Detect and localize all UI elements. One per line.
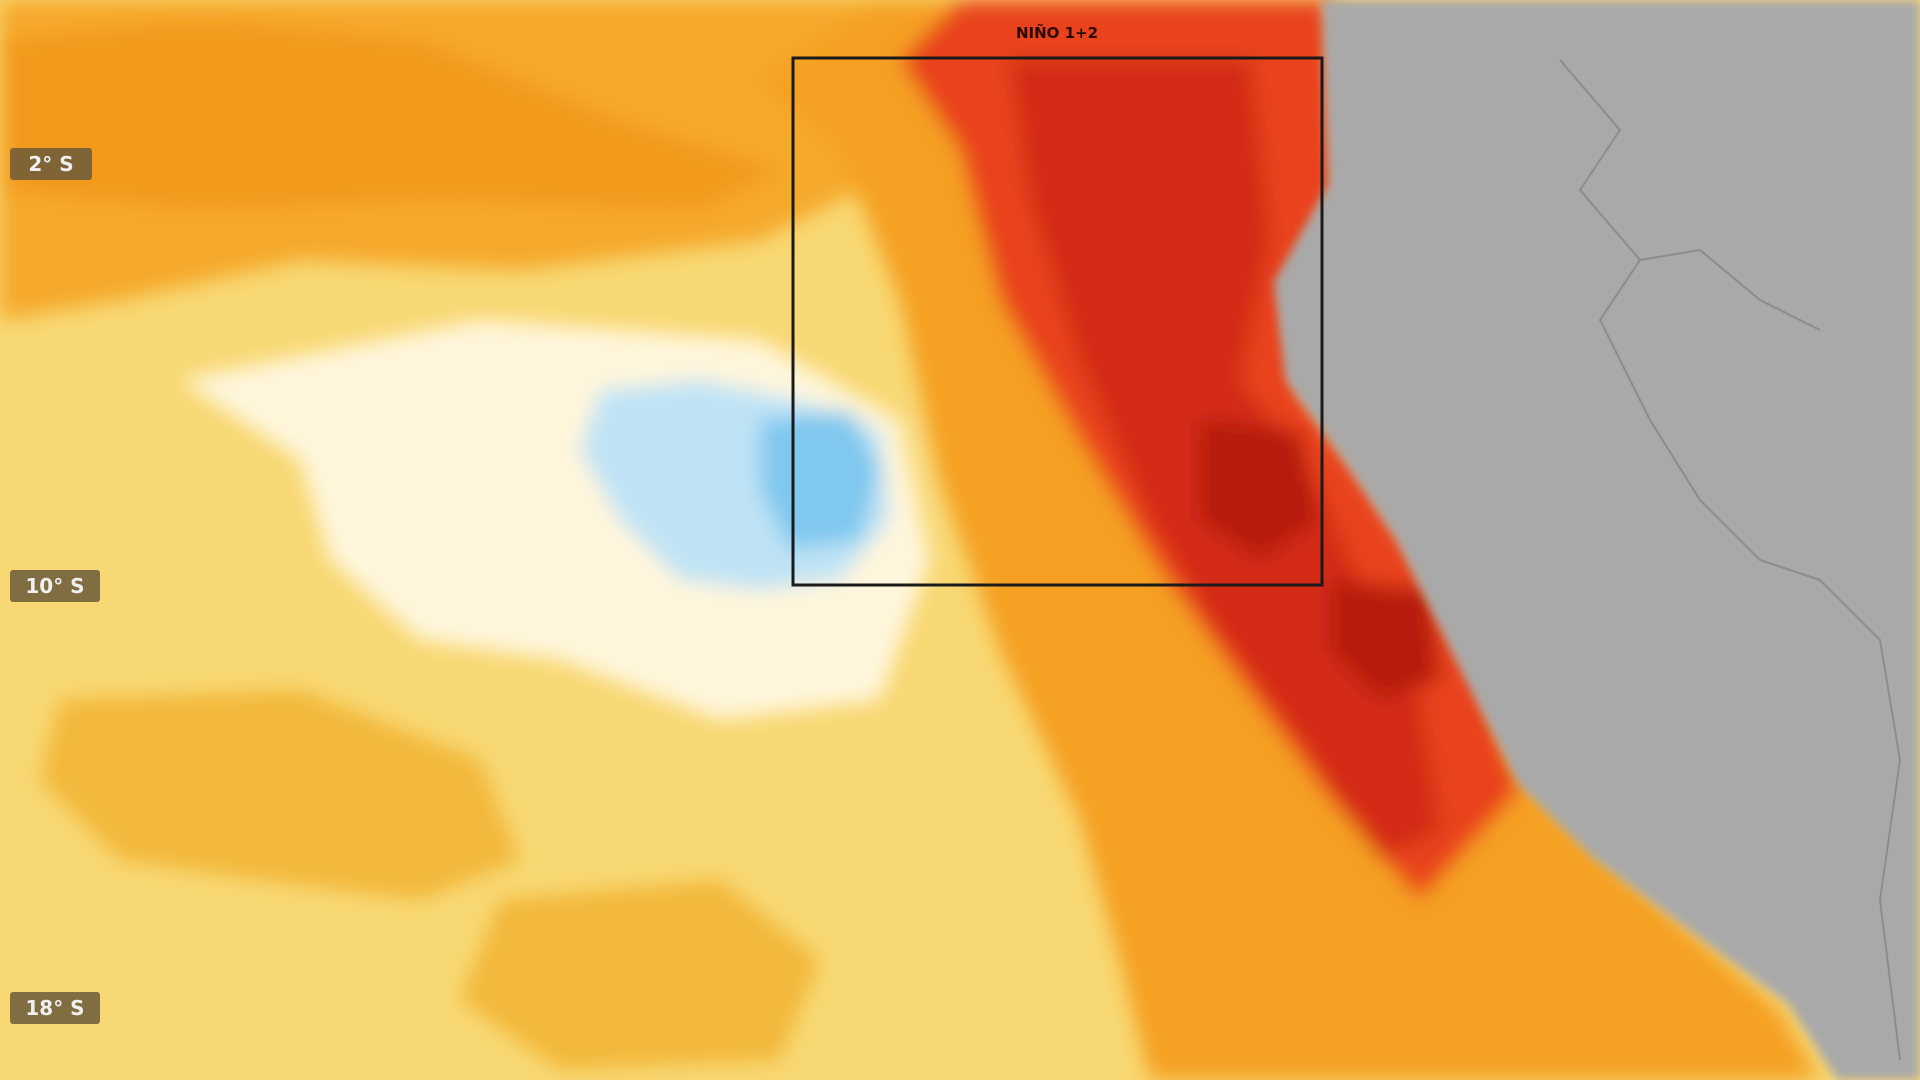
label-bg xyxy=(10,570,100,602)
lat-label: 2° S xyxy=(28,152,73,176)
lat-label: 10° S xyxy=(25,574,84,598)
hot-max xyxy=(1200,420,1440,700)
region-label: NIÑO 1+2 xyxy=(1016,23,1098,42)
warm-patch xyxy=(460,880,820,1070)
label-bg xyxy=(10,148,92,180)
warm-band-core xyxy=(0,20,780,210)
borders xyxy=(1559,59,1902,1061)
cool-core xyxy=(760,410,880,550)
label-bg xyxy=(10,992,100,1024)
land xyxy=(1274,0,1920,1080)
lat-label: 18° S xyxy=(25,996,84,1020)
warm-patch xyxy=(40,690,520,900)
nino-region-box xyxy=(791,56,1324,587)
lat-labels: 2° S 10° S 18° S xyxy=(10,148,100,1024)
